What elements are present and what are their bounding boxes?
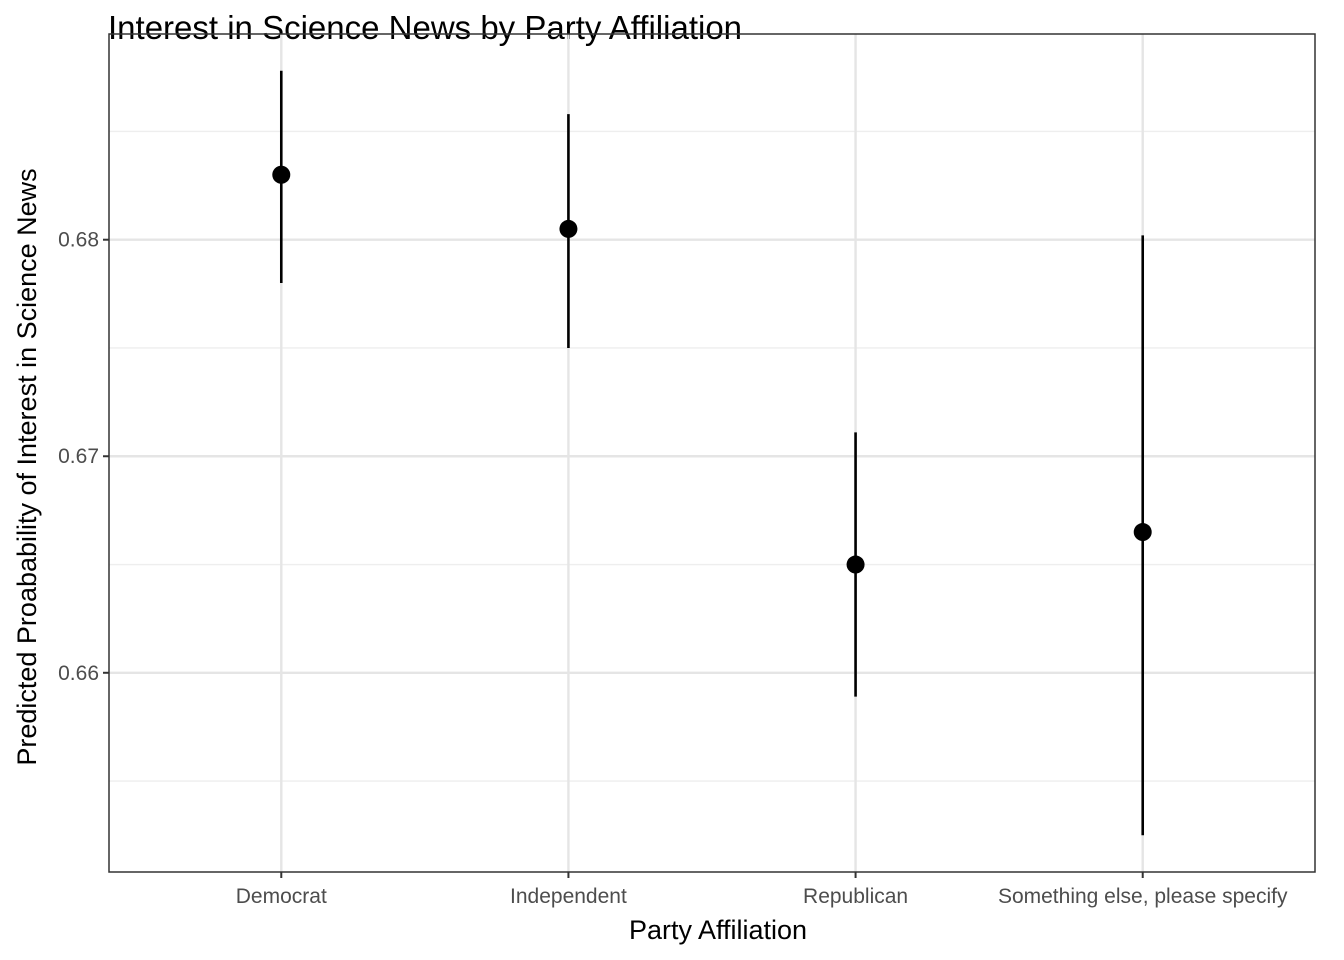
grid <box>109 34 1315 872</box>
x-tick-label: Something else, please specify <box>998 885 1288 908</box>
estimate-point <box>272 165 291 184</box>
panel-border <box>108 33 1316 873</box>
y-tick-label: 0.67 <box>58 445 99 468</box>
y-tick-label: 0.68 <box>58 229 99 252</box>
x-tick-label: Republican <box>803 885 908 908</box>
estimate-point <box>1133 523 1152 542</box>
y-axis-title: Predicted Proabability of Interest in Sc… <box>12 168 42 765</box>
chart-title: Interest in Science News by Party Affili… <box>108 9 742 46</box>
estimate-point <box>846 555 865 574</box>
data-marks <box>272 70 1152 836</box>
axes: 0.66 0.67 0.68 Democrat Independent Republica… <box>58 229 1288 908</box>
x-tick-label: Democrat <box>236 885 327 908</box>
x-axis-title: Party Affiliation <box>629 915 807 945</box>
estimate-point <box>559 219 578 238</box>
y-tick-label: 0.66 <box>58 662 99 685</box>
x-tick-label: Independent <box>510 885 627 908</box>
